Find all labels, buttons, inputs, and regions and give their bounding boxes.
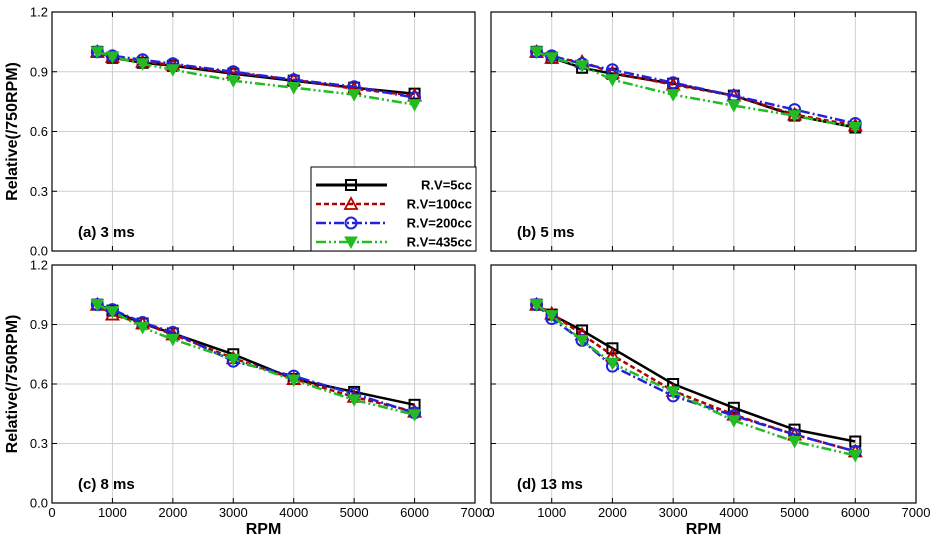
series-3 <box>529 46 863 135</box>
series-line <box>535 303 856 457</box>
panel-label: (c) 8 ms <box>78 476 135 493</box>
x-axis-title: RPM <box>686 521 722 538</box>
data-point <box>575 60 589 73</box>
series-3 <box>529 299 863 463</box>
y-tick-label: 1.2 <box>30 5 48 20</box>
legend-label: R.V=100cc <box>407 197 472 212</box>
data-point <box>848 122 863 135</box>
panel-label: (a) 3 ms <box>78 224 135 241</box>
data-point <box>787 436 802 449</box>
data-point <box>544 310 559 323</box>
x-tick-label: 4000 <box>279 505 308 520</box>
y-tick-label: 0.9 <box>30 317 48 332</box>
data-point <box>606 342 619 355</box>
data-point <box>727 415 741 428</box>
data-point <box>347 89 361 102</box>
x-tick-label: 7000 <box>461 505 490 520</box>
x-tick-label: 6000 <box>841 505 870 520</box>
series-line <box>535 303 856 453</box>
legend-marker <box>343 196 359 210</box>
x-tick-label: 0 <box>487 505 494 520</box>
panel-label: (b) 5 ms <box>517 224 575 241</box>
y-tick-label: 0.0 <box>30 244 48 259</box>
series-0 <box>530 298 862 448</box>
legend-label: R.V=200cc <box>407 216 472 231</box>
legend: R.V=5cc R.V=100cc R.V=200cc R.V=435cc <box>310 166 477 252</box>
x-tick-label: 3000 <box>659 505 688 520</box>
y-tick-label: 0.3 <box>30 184 48 199</box>
x-tick-label: 7000 <box>902 505 931 520</box>
data-point <box>135 58 150 71</box>
x-tick-label: 1000 <box>537 505 566 520</box>
data-point <box>727 100 741 113</box>
y-tick-label: 1.2 <box>30 258 48 273</box>
legend-marker <box>345 179 357 191</box>
x-tick-label: 0 <box>48 505 55 520</box>
data-point <box>529 299 544 312</box>
data-point <box>105 51 120 64</box>
x-tick-label: 5000 <box>340 505 369 520</box>
data-point <box>848 449 863 463</box>
y-axis-title: Relative(/750RPM) <box>4 62 21 201</box>
legend-marker <box>344 236 358 250</box>
series-3 <box>90 46 422 112</box>
data-point <box>666 386 680 399</box>
data-point <box>666 76 680 90</box>
data-point <box>605 74 620 87</box>
panel-2: 0.0 0.3 0.6 0.9 1.2 Relative(/750RPM) 0 1000 200… <box>4 258 489 539</box>
panel-1: (b) 5 ms <box>490 11 917 252</box>
y-tick-label: 0.0 <box>30 496 48 511</box>
x-axis-title: RPM <box>246 521 282 538</box>
data-point <box>605 357 620 371</box>
series-line <box>96 50 415 97</box>
y-axis-title: Relative(/750RPM) <box>4 315 21 454</box>
data-point <box>347 394 361 407</box>
data-point <box>529 46 544 59</box>
legend-box <box>310 166 477 252</box>
data-point <box>286 374 301 388</box>
x-tick-label: 5000 <box>780 505 809 520</box>
series-line <box>96 303 415 407</box>
data-point <box>575 334 589 348</box>
data-point <box>407 409 422 422</box>
data-point <box>166 333 180 347</box>
data-point <box>166 64 180 77</box>
x-tick-label: 3000 <box>219 505 248 520</box>
y-tick-label: 0.9 <box>30 64 48 79</box>
data-point <box>787 110 802 123</box>
series-2 <box>90 298 422 420</box>
series-line <box>535 303 856 453</box>
legend-marker <box>344 216 358 230</box>
series-line <box>96 303 415 416</box>
series-line <box>536 50 856 129</box>
data-point <box>727 401 740 414</box>
series-3 <box>90 299 422 422</box>
data-point <box>286 82 301 95</box>
data-point <box>544 52 559 65</box>
y-tick-label: 0.6 <box>30 124 48 139</box>
x-tick-label: 2000 <box>158 505 187 520</box>
x-tick-label: 4000 <box>719 505 748 520</box>
data-point <box>90 299 105 312</box>
data-point <box>407 99 422 112</box>
legend-label: R.V=435cc <box>407 235 472 250</box>
y-tick-label: 0.3 <box>30 436 48 451</box>
data-point <box>135 321 150 335</box>
data-point <box>105 306 120 319</box>
y-tick-label: 0.6 <box>30 377 48 392</box>
x-tick-label: 6000 <box>400 505 429 520</box>
data-point <box>90 46 105 59</box>
panel-label: (d) 13 ms <box>517 476 583 493</box>
legend-label: R.V=5cc <box>421 178 472 193</box>
x-tick-label: 1000 <box>98 505 127 520</box>
data-point <box>226 75 241 88</box>
panel-3: 0 1000 2000 3000 4000 5000 6000 7000 RPM (d) 13 m… <box>487 264 931 538</box>
data-point <box>666 89 680 102</box>
panel-0: 0.0 0.3 0.6 0.9 1.2 Relative(/750RPM) (a) 3 ms <box>4 5 476 259</box>
x-tick-label: 2000 <box>598 505 627 520</box>
data-point <box>226 353 241 367</box>
